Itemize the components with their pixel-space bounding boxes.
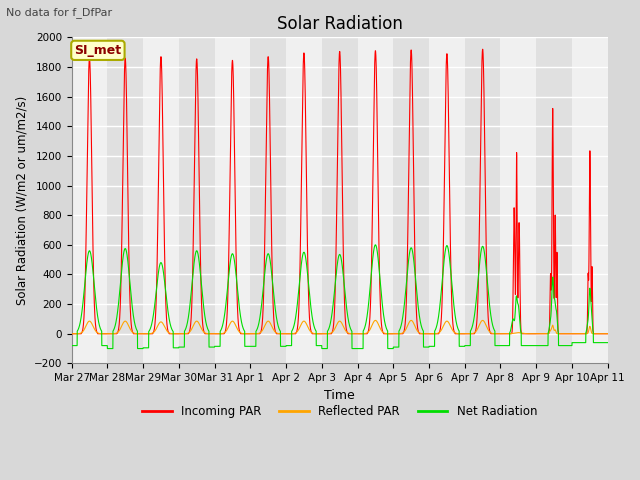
Bar [108, 37, 143, 363]
Bar [536, 37, 572, 363]
X-axis label: Time: Time [324, 389, 355, 402]
Title: Solar Radiation: Solar Radiation [276, 15, 403, 33]
Bar [322, 37, 358, 363]
Bar [250, 37, 286, 363]
Text: No data for f_DfPar: No data for f_DfPar [6, 7, 113, 18]
Bar [179, 37, 214, 363]
Legend: Incoming PAR, Reflected PAR, Net Radiation: Incoming PAR, Reflected PAR, Net Radiati… [138, 400, 542, 423]
Y-axis label: Solar Radiation (W/m2 or um/m2/s): Solar Radiation (W/m2 or um/m2/s) [15, 96, 28, 305]
Text: SI_met: SI_met [74, 44, 122, 57]
Bar [393, 37, 429, 363]
Bar [465, 37, 500, 363]
